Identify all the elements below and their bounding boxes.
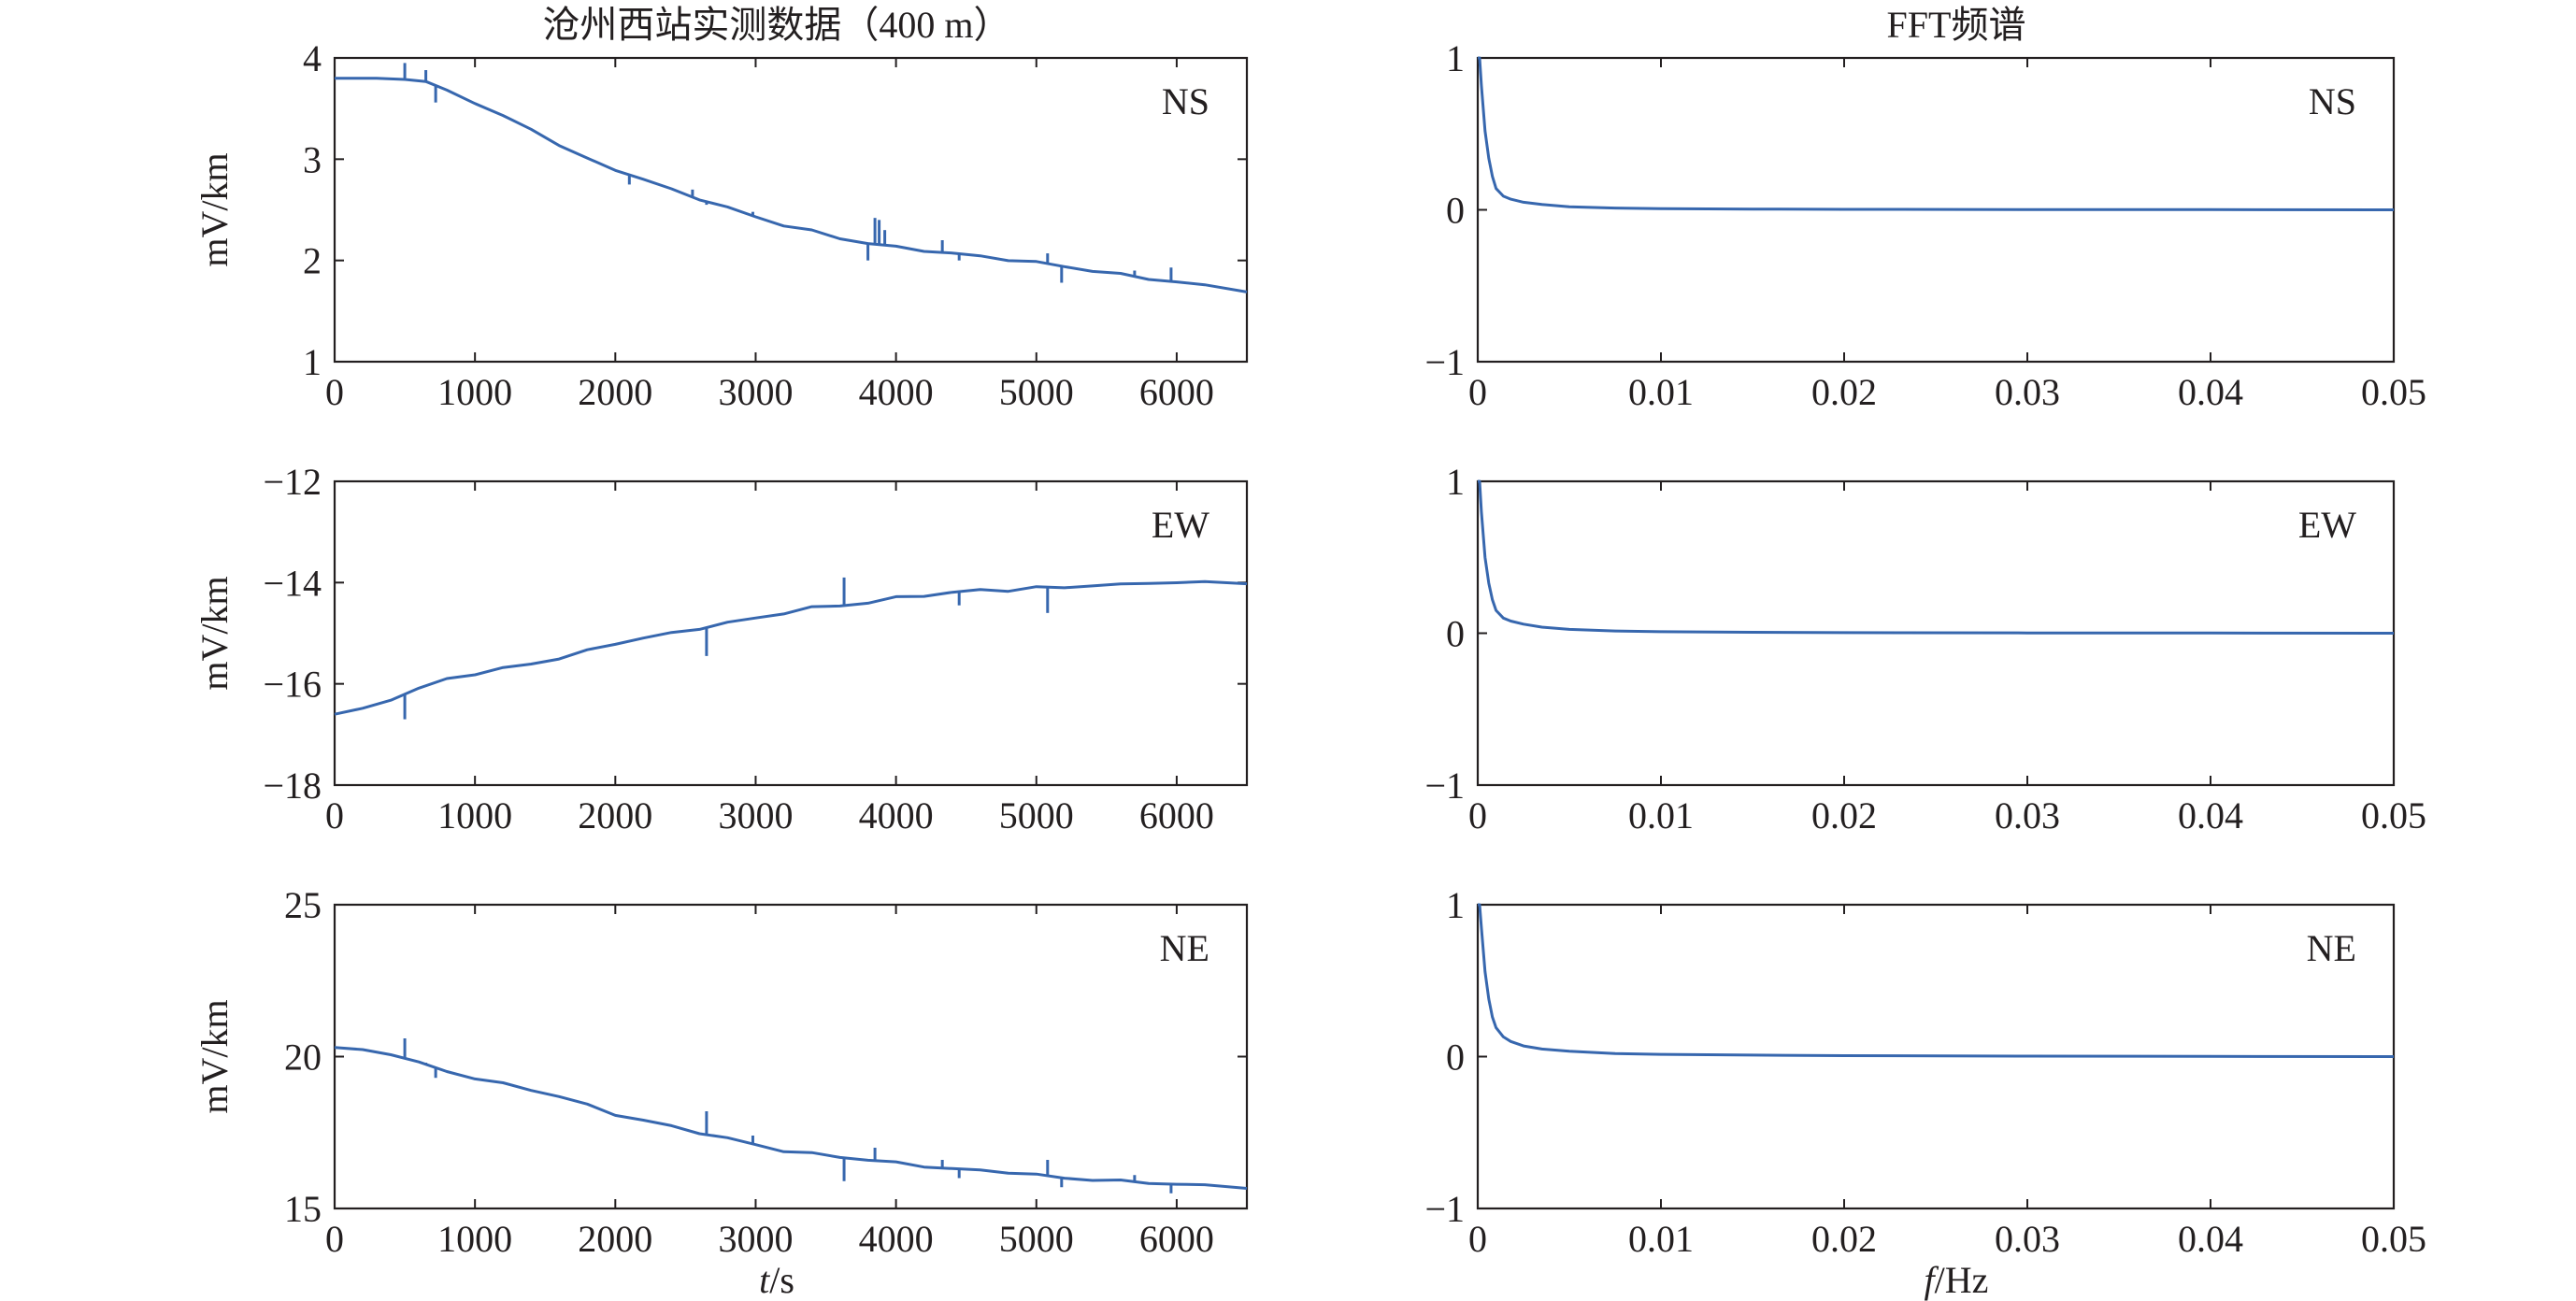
x-tick-label: 0.03 [1995,794,2060,836]
y-tick-label: 1 [1446,461,1465,503]
y-tick-label: 25 [284,884,322,926]
series-line [1478,903,2395,1058]
x-tick-label: 5000 [999,1218,1074,1260]
x-tick-label: 0.04 [2178,371,2243,413]
x-tick-label: 0.04 [2178,1218,2243,1260]
series-line [1478,479,2395,635]
x-tick-label: 4000 [859,371,934,413]
x-tick-label: 2000 [578,1218,652,1260]
x-tick-label: 0.02 [1811,1218,1877,1260]
series-line [334,579,1248,716]
component-label: EW [2298,504,2356,546]
x-tick-label: 6000 [1139,371,1214,413]
x-tick-label: 0 [1468,1218,1487,1260]
x-tick-label: 0.02 [1811,794,1877,836]
x-tick-label: 4000 [859,794,934,836]
axes-frame [333,903,1249,1210]
x-tick-label: 0.01 [1628,371,1694,413]
series-line [334,77,1248,293]
chart-panel-ns-time: 0 1000 2000 3000 4000 5000 6000 1 2 3 4 mV/km NS [193,37,1249,413]
axes-frame [333,479,1249,787]
x-tick-label: 1000 [437,1218,512,1260]
x-tick-label: 0 [325,1218,344,1260]
x-tick-label: 0 [325,794,344,836]
right-title: FFT频谱 [1887,4,2026,46]
freq-axis-unit: /Hz [1935,1259,1989,1301]
y-tick-label: −1 [1424,1188,1465,1230]
x-tick-label: 0.05 [2361,371,2426,413]
y-tick-label: 2 [303,240,322,282]
axes-frame [333,56,1249,364]
x-tick-label: 3000 [718,794,793,836]
y-tick-label: 0 [1446,1037,1465,1079]
y-tick-label: −1 [1424,341,1465,383]
x-tick-label: 0 [325,371,344,413]
x-tick-label: 3000 [718,1218,793,1260]
y-tick-label: 1 [303,341,322,383]
y-tick-label: −16 [263,664,322,706]
x-tick-label: 0.05 [2361,1218,2426,1260]
x-tick-label: 0.01 [1628,1218,1694,1260]
chart-panel-ew-time: 0 1000 2000 3000 4000 5000 6000 −18 −16 −14 −12 mV/… [193,461,1249,836]
y-tick-label: 0 [1446,613,1465,655]
component-label: NE [1160,927,1209,969]
component-label: NE [2307,927,2356,969]
component-label: NS [1162,80,1209,122]
x-tick-label: 1000 [437,794,512,836]
y-axis-label: mV/km [193,576,236,690]
component-label: EW [1152,504,1209,546]
y-tick-label: 4 [303,37,322,79]
x-tick-label: 6000 [1139,794,1214,836]
time-axis-var: t [759,1259,770,1301]
x-tick-label: 0.03 [1995,371,2060,413]
y-tick-label: 20 [284,1037,322,1079]
chart-panel-ne-time: 0 1000 2000 3000 4000 5000 6000 15 20 25 mV/km NE [193,884,1249,1260]
y-tick-label: 0 [1446,190,1465,232]
x-tick-label: 0 [1468,794,1487,836]
x-tick-label: 0 [1468,371,1487,413]
x-tick-label: 0.01 [1628,794,1694,836]
x-tick-label: 0.05 [2361,794,2426,836]
x-tick-label: 2000 [578,371,652,413]
x-tick-label: 0.04 [2178,794,2243,836]
y-tick-label: 3 [303,138,322,180]
x-tick-label: 2000 [578,794,652,836]
component-label: NS [2309,80,2356,122]
time-axis-unit: /s [769,1259,794,1301]
left-title: 沧州西站实测数据（400 m） [542,4,1010,46]
y-axis-label: mV/km [193,152,236,266]
x-tick-label: 5000 [999,371,1074,413]
time-axis-label: t/s [759,1259,794,1301]
x-tick-label: 0.03 [1995,1218,2060,1260]
x-tick-label: 5000 [999,794,1074,836]
x-tick-label: 0.02 [1811,371,1877,413]
y-tick-label: −1 [1424,765,1465,807]
y-tick-label: −14 [263,562,322,604]
x-tick-label: 1000 [437,371,512,413]
x-tick-label: 6000 [1139,1218,1214,1260]
y-tick-label: −12 [263,461,322,503]
y-tick-label: 1 [1446,37,1465,79]
x-tick-label: 4000 [859,1218,934,1260]
series-line [334,1046,1248,1190]
series-line [1478,56,2395,211]
y-tick-label: 15 [284,1188,322,1230]
y-tick-label: 1 [1446,884,1465,926]
y-tick-label: −18 [263,765,322,807]
y-axis-label: mV/km [193,999,236,1113]
freq-axis-label: f/Hz [1925,1259,1989,1301]
x-tick-label: 3000 [718,371,793,413]
